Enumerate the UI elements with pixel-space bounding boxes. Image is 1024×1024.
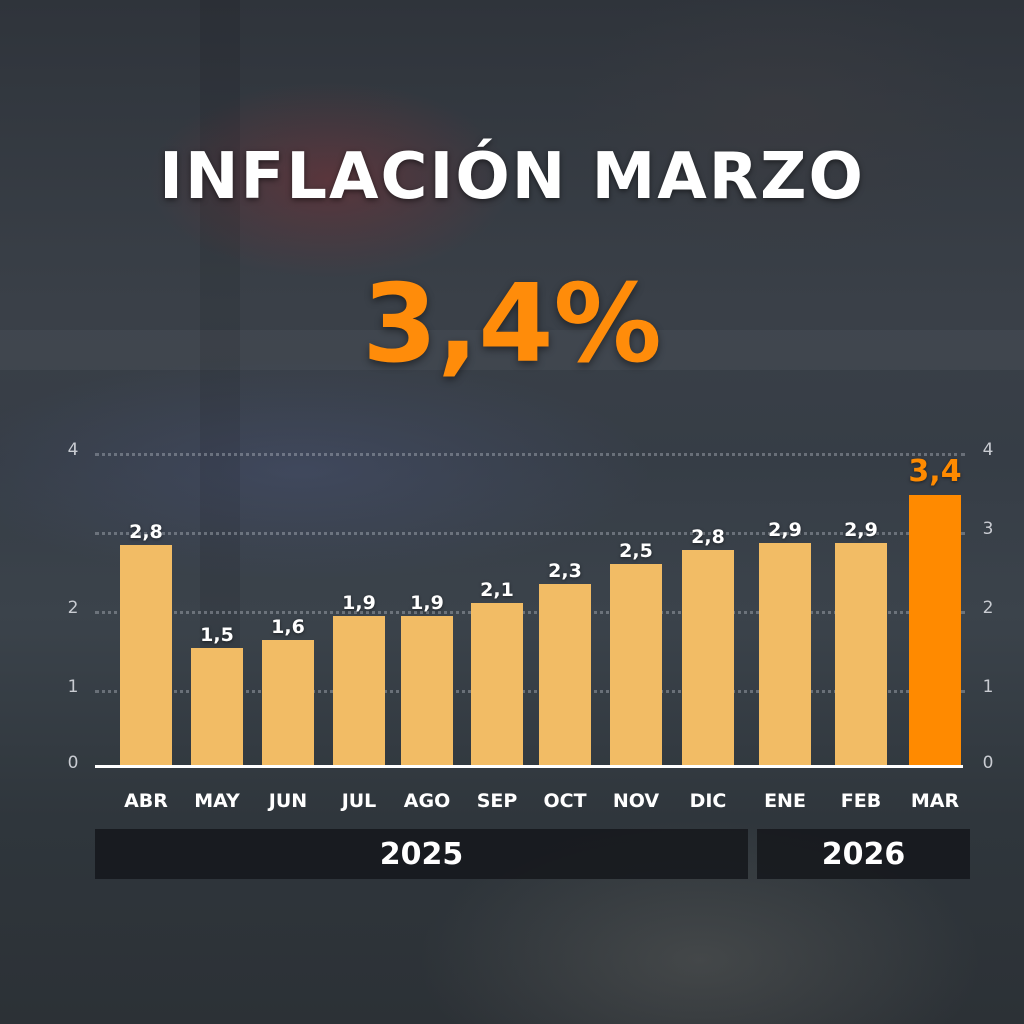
x-tick-label: JUN — [268, 790, 308, 812]
gridline-1 — [95, 690, 965, 693]
y-tick-left: 2 — [67, 598, 79, 618]
bar-nov — [610, 564, 662, 766]
x-tick-label: ABR — [124, 790, 168, 812]
bar-mar-highlight — [909, 495, 961, 766]
bar-may — [191, 648, 243, 766]
y-tick-right: 4 — [982, 440, 994, 460]
value-label: 1,9 — [342, 592, 376, 614]
year-group-2026: 2026 — [757, 829, 970, 879]
value-label: 1,5 — [200, 624, 234, 646]
year-group-2025: 2025 — [95, 829, 748, 879]
gridline-4 — [95, 453, 965, 456]
bar-feb — [835, 543, 887, 766]
bar-oct — [539, 584, 591, 766]
gridline-3 — [95, 532, 965, 535]
value-label: 2,9 — [844, 519, 878, 541]
x-tick-label: SEP — [476, 790, 518, 812]
y-tick-right: 1 — [982, 677, 994, 697]
y-tick-right: 3 — [982, 519, 994, 539]
bar-dic — [682, 550, 734, 766]
value-label: 1,9 — [410, 592, 444, 614]
x-tick-label: ENE — [764, 790, 806, 812]
y-tick-right: 0 — [982, 753, 994, 773]
x-tick-label: DIC — [689, 790, 727, 812]
y-tick-left: 1 — [67, 677, 79, 697]
gridline-2 — [95, 611, 965, 614]
y-tick-left: 0 — [67, 753, 79, 773]
y-tick-left: 4 — [67, 440, 79, 460]
x-tick-label: JUL — [341, 790, 377, 812]
x-tick-label: MAR — [910, 790, 960, 812]
x-tick-label: FEB — [840, 790, 882, 812]
x-tick-label: NOV — [612, 790, 660, 812]
value-label: 2,1 — [480, 579, 514, 601]
bar-sep — [471, 603, 523, 766]
value-label: 2,8 — [691, 526, 725, 548]
bar-ene — [759, 543, 811, 766]
bar-jun — [262, 640, 314, 766]
bar-jul — [333, 616, 385, 766]
value-label-highlight: 3,4 — [908, 454, 962, 489]
value-label: 1,6 — [271, 616, 305, 638]
value-label: 2,8 — [129, 521, 163, 543]
x-axis-baseline — [95, 765, 963, 768]
x-tick-label: AGO — [403, 790, 451, 812]
background-decoration — [200, 0, 240, 760]
background-decoration — [0, 330, 1024, 370]
bar-ago — [401, 616, 453, 766]
bar-abr — [120, 545, 172, 766]
value-label: 2,5 — [619, 540, 653, 562]
value-label: 2,3 — [548, 560, 582, 582]
value-label: 2,9 — [768, 519, 802, 541]
y-tick-right: 2 — [982, 598, 994, 618]
x-tick-label: MAY — [194, 790, 240, 812]
x-tick-label: OCT — [543, 790, 587, 812]
chart-title: INFLACIÓN MARZO — [159, 140, 865, 214]
headline-value: 3,4% — [362, 262, 662, 387]
